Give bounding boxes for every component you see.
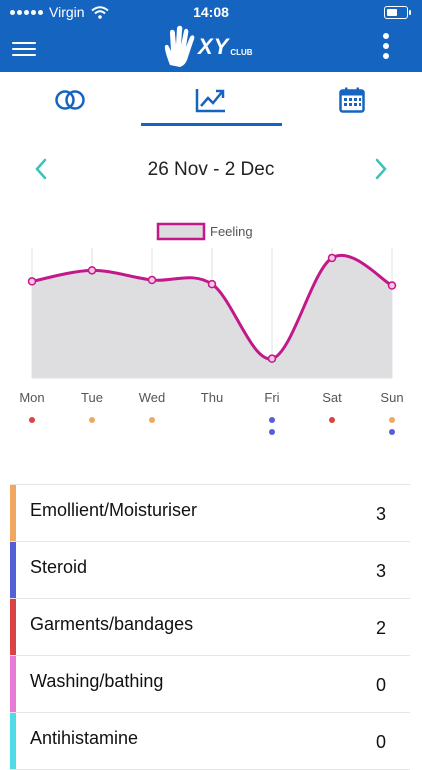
feeling-chart: Feeling Mon Tue Wed Thu Fri Sat Sun: [0, 215, 422, 440]
calendar-icon: [339, 87, 365, 113]
app-header: Virgin 14:08 XY CLUB: [0, 0, 422, 72]
legend-swatch: [158, 224, 204, 239]
treatment-count: 2: [376, 618, 386, 639]
battery-icon: [384, 6, 408, 19]
treatment-dot: [89, 417, 95, 423]
treatment-row[interactable]: Garments/bandages 2: [10, 599, 410, 656]
status-time: 14:08: [0, 4, 422, 20]
treatment-label: Steroid: [30, 557, 87, 578]
status-bar: Virgin 14:08: [0, 0, 422, 24]
next-week-button[interactable]: [368, 156, 394, 182]
treatment-count: 3: [376, 561, 386, 582]
logo-subtext: CLUB: [230, 48, 252, 57]
hand-logo-icon: [162, 25, 198, 69]
treatment-dot: [329, 417, 335, 423]
view-tabs: [0, 72, 422, 128]
more-options-button[interactable]: [382, 33, 390, 59]
treatment-label: Garments/bandages: [30, 614, 193, 635]
treatment-dot: [389, 417, 395, 423]
date-range-label: 26 Nov - 2 Dec: [0, 159, 422, 181]
treatment-color-bar: [10, 485, 16, 541]
treatment-row[interactable]: Emollient/Moisturiser 3: [10, 484, 410, 542]
treatment-dot: [29, 417, 35, 423]
menu-button[interactable]: [12, 38, 36, 58]
x-tick-label: Thu: [201, 390, 223, 405]
data-point: [149, 277, 156, 284]
x-tick-label: Sat: [322, 390, 342, 405]
data-point: [29, 278, 36, 285]
logo-text: XY: [198, 34, 229, 60]
x-tick-label: Tue: [81, 390, 103, 405]
treatment-color-bar: [10, 713, 16, 769]
data-point: [389, 282, 396, 289]
tab-chart[interactable]: [141, 72, 282, 128]
treatment-dot: [389, 429, 395, 435]
x-tick-label: Sun: [380, 390, 403, 405]
date-navigator: 26 Nov - 2 Dec: [0, 150, 422, 190]
treatment-color-bar: [10, 599, 16, 655]
x-tick-label: Fri: [264, 390, 279, 405]
tab-overview[interactable]: [0, 72, 141, 128]
legend-label: Feeling: [210, 224, 253, 239]
treatment-dot: [269, 429, 275, 435]
treatment-dot: [149, 417, 155, 423]
app-logo: XY CLUB: [162, 24, 253, 70]
toggle-circles-icon: [54, 89, 86, 111]
data-point: [89, 267, 96, 274]
treatment-label: Emollient/Moisturiser: [30, 500, 197, 521]
treatment-row[interactable]: Steroid 3: [10, 542, 410, 599]
treatment-dot: [269, 417, 275, 423]
treatment-count: 0: [376, 675, 386, 696]
data-point: [329, 254, 336, 261]
treatment-color-bar: [10, 656, 16, 712]
treatment-row[interactable]: Washing/bathing 0: [10, 656, 410, 713]
tab-calendar[interactable]: [282, 72, 422, 128]
treatment-label: Washing/bathing: [30, 671, 163, 692]
x-tick-label: Wed: [139, 390, 166, 405]
treatment-list: Emollient/Moisturiser 3 Steroid 3 Garments/b…: [10, 484, 410, 770]
data-point: [269, 355, 276, 362]
treatment-count: 3: [376, 504, 386, 525]
treatment-color-bar: [10, 542, 16, 598]
trend-chart-icon: [195, 87, 227, 113]
data-point: [209, 281, 216, 288]
treatment-label: Antihistamine: [30, 728, 138, 749]
kebab-icon: [383, 33, 389, 39]
chevron-right-icon: [368, 156, 394, 182]
x-tick-label: Mon: [19, 390, 44, 405]
hamburger-icon: [12, 42, 36, 45]
